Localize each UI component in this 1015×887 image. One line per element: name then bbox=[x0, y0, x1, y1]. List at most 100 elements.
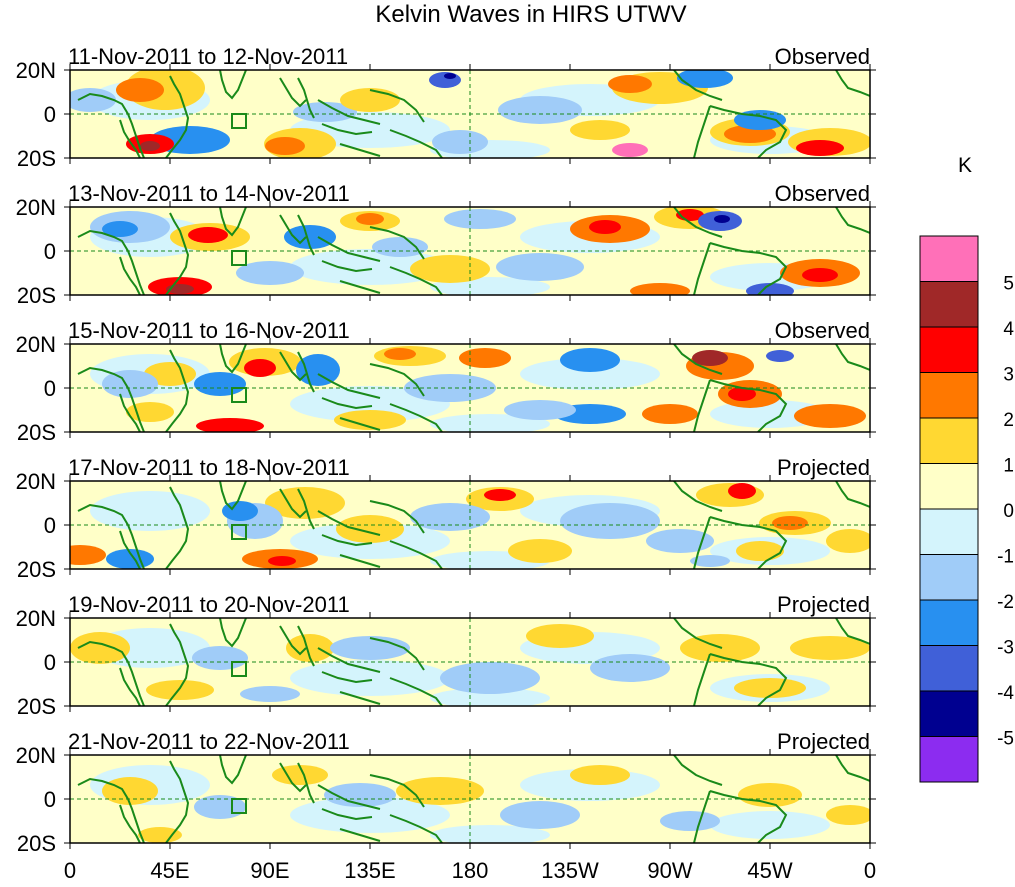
anomaly-blob bbox=[146, 680, 214, 700]
anomaly-blob bbox=[728, 483, 756, 499]
anomaly-blob bbox=[372, 237, 428, 257]
colorbar-swatch bbox=[919, 235, 979, 282]
anomaly-blob bbox=[410, 503, 490, 531]
anomaly-blob bbox=[728, 387, 756, 401]
anomaly-field bbox=[70, 755, 870, 843]
anomaly-blob bbox=[138, 827, 182, 843]
coastline bbox=[279, 351, 307, 382]
anomaly-blob bbox=[630, 283, 690, 295]
anomaly-blob bbox=[646, 529, 714, 553]
coastline bbox=[317, 784, 381, 810]
anomaly-blob bbox=[500, 801, 580, 829]
anomaly-blob bbox=[265, 137, 305, 155]
coastline bbox=[709, 242, 788, 295]
anomaly-blob bbox=[802, 268, 838, 282]
anomaly-field bbox=[70, 70, 870, 158]
chart-title: Kelvin Waves in HIRS UTWV bbox=[375, 1, 686, 28]
coastline bbox=[673, 344, 723, 375]
colorbar-tick-label: -2 bbox=[997, 592, 1014, 613]
colorbar-tick-label: 0 bbox=[1003, 501, 1014, 522]
colorbar-unit-label: K bbox=[958, 154, 972, 177]
anomaly-field bbox=[70, 481, 870, 569]
coastline bbox=[709, 653, 788, 706]
anomaly-blob bbox=[188, 227, 228, 243]
coastline bbox=[339, 143, 381, 157]
anomaly-blob bbox=[612, 143, 648, 157]
colorbar-tick-label: -1 bbox=[997, 547, 1014, 568]
y-tick-label: 0 bbox=[44, 513, 56, 538]
x-tick-label: 90W bbox=[647, 858, 692, 883]
anomaly-blob bbox=[660, 811, 720, 831]
panel-stack: 20N 0 20S 11-Nov-2011 to 12-Nov-2011 Observe… bbox=[16, 44, 876, 856]
coastline bbox=[835, 481, 870, 508]
anomaly-blob bbox=[356, 213, 384, 225]
y-tick-label: 20N bbox=[16, 743, 56, 768]
anomaly-blob bbox=[330, 636, 410, 660]
anomaly-blob bbox=[826, 805, 870, 825]
coastline bbox=[119, 119, 141, 158]
coastline bbox=[835, 70, 870, 97]
coastline bbox=[389, 540, 443, 569]
anomaly-blob bbox=[790, 636, 870, 660]
anomaly-blob bbox=[240, 686, 300, 702]
anomaly-blob bbox=[736, 541, 784, 561]
anomaly-blob bbox=[794, 404, 866, 428]
anomaly-blob bbox=[340, 88, 400, 112]
anomaly-blob bbox=[734, 678, 806, 698]
coastline bbox=[317, 510, 381, 536]
panel-type-label: Observed bbox=[775, 181, 870, 206]
panel-date-range: 13-Nov-2011 to 14-Nov-2011 bbox=[68, 181, 350, 206]
map-panel: 20N 0 20S 19-Nov-2011 to 20-Nov-2011 Project… bbox=[16, 592, 876, 719]
coastline bbox=[389, 403, 443, 432]
colorbar-tick-label: 2 bbox=[1003, 410, 1014, 431]
anomaly-blob bbox=[284, 225, 336, 249]
anomaly-blob bbox=[459, 348, 511, 368]
coastline bbox=[673, 481, 723, 512]
panel-date-range: 11-Nov-2011 to 12-Nov-2011 bbox=[68, 44, 348, 69]
y-tick-label: 0 bbox=[44, 239, 56, 264]
x-tick-label: 135W bbox=[541, 858, 599, 883]
anomaly-blob bbox=[430, 825, 550, 843]
anomaly-blob bbox=[90, 491, 210, 531]
coastline bbox=[369, 637, 425, 671]
y-tick-label: 20S bbox=[17, 557, 56, 582]
coastline bbox=[317, 647, 381, 673]
anomaly-blob bbox=[692, 350, 728, 366]
coastline bbox=[835, 618, 870, 645]
panel-type-label: Observed bbox=[775, 44, 870, 69]
y-tick-label: 20N bbox=[16, 332, 56, 357]
colorbar-swatch bbox=[919, 736, 979, 783]
anomaly-blob bbox=[334, 410, 406, 430]
coastline bbox=[119, 256, 141, 295]
anomaly-blob bbox=[608, 75, 652, 93]
colorbar-tick-label: 3 bbox=[1003, 365, 1014, 386]
coastline bbox=[317, 99, 381, 125]
coastline bbox=[389, 814, 443, 843]
colorbar-tick-label: -4 bbox=[997, 683, 1014, 704]
coastline bbox=[673, 207, 723, 238]
anomaly-blob bbox=[290, 249, 450, 285]
colorbar-swatch bbox=[919, 463, 979, 510]
anomaly-blob bbox=[590, 654, 670, 682]
anomaly-blob bbox=[560, 503, 660, 539]
anomaly-blob bbox=[336, 515, 404, 543]
map-panel: 20N 0 20S 21-Nov-2011 to 22-Nov-2011 Project… bbox=[16, 729, 876, 856]
colorbar-tick-label: 1 bbox=[1003, 456, 1014, 477]
coastline bbox=[339, 280, 381, 294]
y-tick-label: 0 bbox=[44, 787, 56, 812]
coastline bbox=[77, 92, 145, 158]
map-panel: 20N 0 20S 15-Nov-2011 to 16-Nov-2011 Observe… bbox=[16, 318, 876, 445]
colorbar-swatch bbox=[919, 508, 979, 555]
x-tick-label: 45E bbox=[150, 858, 189, 883]
coastline bbox=[219, 70, 247, 100]
anomaly-blob bbox=[296, 354, 340, 386]
colorbar-swatch bbox=[919, 554, 979, 601]
coastline bbox=[321, 671, 373, 684]
colorbar-swatch bbox=[919, 417, 979, 464]
coastline bbox=[279, 762, 307, 793]
y-tick-label: 0 bbox=[44, 102, 56, 127]
coastline bbox=[339, 828, 381, 842]
anomaly-blob bbox=[826, 529, 870, 553]
map-panel: 20N 0 20S 17-Nov-2011 to 18-Nov-2011 Project… bbox=[16, 455, 876, 582]
